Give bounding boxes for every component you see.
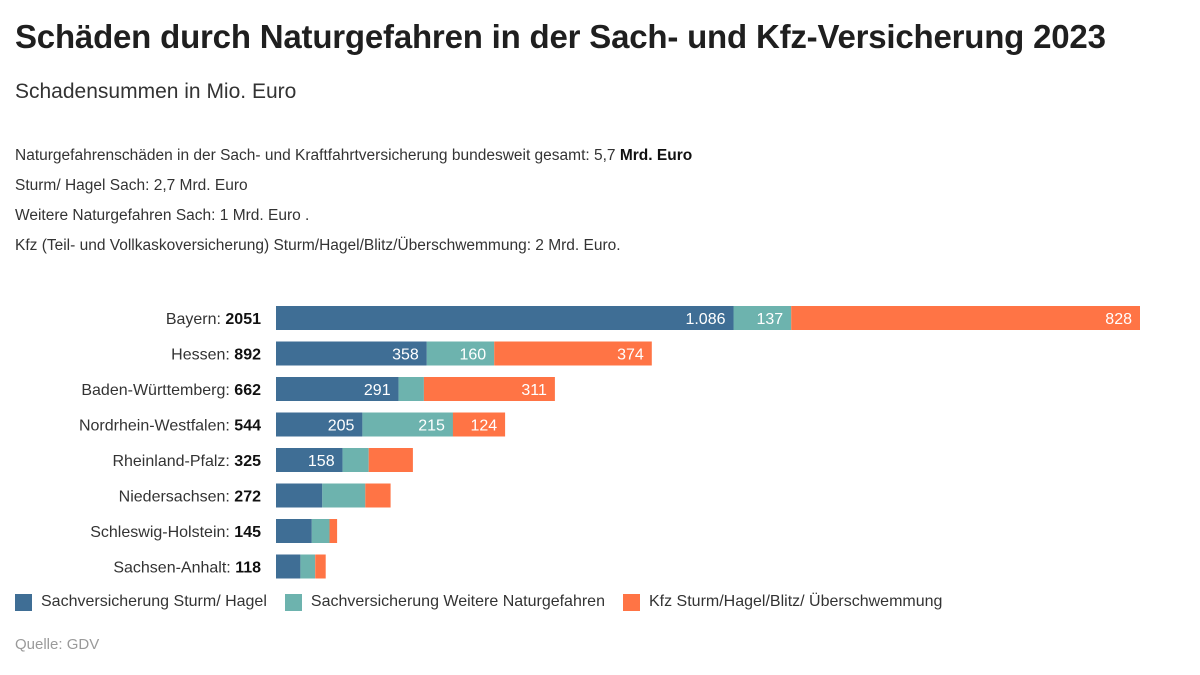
chart-subtitle: Schadensummen in Mio. Euro [15, 80, 297, 103]
category-label-baden-wuerttemberg: Baden-Württemberg: 662 [81, 382, 261, 399]
data-label-rheinland-pfalz-s0: 158 [308, 453, 335, 470]
category-total-bayern: 2051 [225, 311, 261, 328]
bar-segment-schleswig-holstein-s2 [329, 519, 338, 543]
legend-label-weitere: Sachversicherung Weitere Naturgefahren [310, 593, 605, 610]
category-label-nordrhein-westfalen: Nordrhein-Westfalen: 544 [79, 418, 261, 435]
data-label-baden-wuerttemberg-s2: 311 [521, 382, 547, 399]
category-name-hessen: Hessen: [171, 347, 234, 364]
bar-segment-bayern-s1 [733, 306, 792, 330]
data-label-hessen-s2: 374 [617, 347, 644, 364]
data-label-nordrhein-westfalen-s1: 215 [418, 418, 445, 435]
note-sturm-hagel-text: Sturm/ Hagel Sach: 2,7 Mrd. Euro [15, 177, 248, 194]
bar-segment-rheinland-pfalz-s0 [276, 448, 343, 472]
data-label-nordrhein-westfalen-s0: 205 [328, 418, 355, 435]
category-name-bayern: Bayern: [166, 311, 226, 328]
category-name-sachsen-anhalt: Sachsen-Anhalt: [113, 560, 235, 577]
legend-swatch-kfz [622, 593, 640, 611]
data-label-bayern-s1: 137 [756, 311, 783, 328]
legend-swatch-sturm-hagel [15, 593, 32, 611]
bar-segment-nordrhein-westfalen-s1 [362, 412, 453, 437]
note-weitere: Weitere Naturgefahren Sach: 1 Mrd. Euro … [15, 205, 692, 235]
category-name-rheinland-pfalz: Rheinland-Pfalz: [112, 453, 234, 470]
note-weitere-text: Weitere Naturgefahren Sach: 1 Mrd. Euro … [15, 207, 310, 224]
bar-segment-nordrhein-westfalen-s2 [452, 412, 506, 437]
bar-segment-baden-wuerttemberg-s1 [398, 377, 424, 401]
category-label-rheinland-pfalz: Rheinland-Pfalz: 325 [112, 453, 261, 470]
category-label-sachsen-anhalt: Sachsen-Anhalt: 118 [113, 560, 261, 577]
note-sturm-hagel: Sturm/ Hagel Sach: 2,7 Mrd. Euro [15, 175, 692, 205]
legend-item-weitere: Sachversicherung Weitere Naturgefahren [284, 593, 605, 611]
chart-title: Schäden durch Naturgefahren in der Sach-… [15, 18, 1106, 55]
note-kfz-text: Kfz (Teil- und Vollkaskoversicherung) St… [15, 237, 621, 254]
stacked-bar-chart: Bayern: 2051 1.086 137 828 Hessen: 892 358 160… [79, 306, 1140, 579]
category-label-bayern: Bayern: 2051 [166, 311, 261, 328]
legend-label-sturm-hagel: Sachversicherung Sturm/ Hagel [41, 593, 267, 610]
bar-segment-hessen-s1 [426, 341, 495, 366]
data-label-bayern-s2: 828 [1105, 311, 1132, 328]
data-label-baden-wuerttemberg-s0: 291 [364, 382, 391, 399]
legend: Sachversicherung Sturm/ Hagel Sachversic… [15, 593, 960, 611]
category-total-schleswig-holstein: 145 [234, 524, 261, 541]
bar-segment-sachsen-anhalt-s2 [315, 554, 326, 579]
category-name-nordrhein-westfalen: Nordrhein-Westfalen: [79, 418, 234, 435]
bar-segment-baden-wuerttemberg-s2 [423, 377, 555, 401]
category-total-hessen: 892 [234, 347, 261, 364]
bar-segment-rheinland-pfalz-s2 [368, 448, 413, 472]
legend-swatch-weitere [284, 593, 302, 611]
category-total-rheinland-pfalz: 325 [234, 453, 261, 470]
bar-segment-nordrhein-westfalen-s0 [276, 412, 363, 437]
note-total-text: Naturgefahrenschäden in der Sach- und Kr… [15, 147, 620, 164]
data-label-bayern-s0: 1.086 [685, 311, 725, 328]
bar-segment-bayern-s0 [276, 306, 734, 330]
category-name-baden-wuerttemberg: Baden-Württemberg: [81, 382, 234, 399]
category-total-nordrhein-westfalen: 544 [234, 418, 261, 435]
data-label-nordrhein-westfalen-s2: 124 [470, 418, 497, 435]
data-label-hessen-s0: 358 [392, 347, 419, 364]
category-label-niedersachsen: Niedersachsen: 272 [119, 489, 261, 506]
bar-segment-bayern-s2 [791, 306, 1140, 330]
legend-label-kfz: Kfz Sturm/Hagel/Blitz/ Überschwemmung [648, 593, 943, 610]
category-label-schleswig-holstein: Schleswig-Holstein: 145 [90, 524, 261, 541]
legend-item-kfz: Kfz Sturm/Hagel/Blitz/ Überschwemmung [622, 593, 943, 611]
category-name-schleswig-holstein: Schleswig-Holstein: [90, 524, 234, 541]
bar-segment-sachsen-anhalt-s0 [276, 554, 301, 579]
category-name-niedersachsen: Niedersachsen: [119, 489, 235, 506]
chart-area: Bayern: 2051 1.086 137 828 Hessen: 892 358 160… [0, 296, 1200, 590]
note-total: Naturgefahrenschäden in der Sach- und Kr… [15, 145, 692, 175]
bar-segment-niedersachsen-s2 [365, 483, 391, 508]
category-label-hessen: Hessen: 892 [171, 347, 261, 364]
bar-segment-sachsen-anhalt-s1 [300, 554, 316, 579]
bar-segment-schleswig-holstein-s1 [311, 519, 330, 543]
bar-segment-hessen-s2 [494, 341, 652, 366]
bar-segment-hessen-s0 [276, 341, 427, 366]
category-total-baden-wuerttemberg: 662 [234, 382, 261, 399]
note-total-unit: Mrd. Euro [619, 147, 693, 164]
bar-segment-niedersachsen-s1 [322, 483, 366, 508]
category-total-sachsen-anhalt: 118 [235, 560, 261, 577]
bar-segment-schleswig-holstein-s0 [276, 519, 312, 543]
data-label-hessen-s1: 160 [459, 347, 486, 364]
category-total-niedersachsen: 272 [234, 489, 261, 506]
summary-notes: Naturgefahrenschäden in der Sach- und Kr… [15, 145, 692, 265]
bar-segment-rheinland-pfalz-s1 [342, 448, 369, 472]
source-note: Quelle: GDV [15, 636, 100, 653]
bar-segment-baden-wuerttemberg-s0 [276, 377, 399, 401]
bar-segment-niedersachsen-s0 [276, 483, 323, 508]
note-kfz: Kfz (Teil- und Vollkaskoversicherung) St… [15, 235, 692, 265]
legend-item-sturm-hagel: Sachversicherung Sturm/ Hagel [15, 593, 267, 611]
